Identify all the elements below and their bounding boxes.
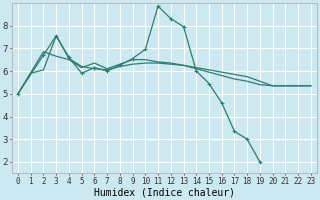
X-axis label: Humidex (Indice chaleur): Humidex (Indice chaleur) (94, 187, 235, 197)
